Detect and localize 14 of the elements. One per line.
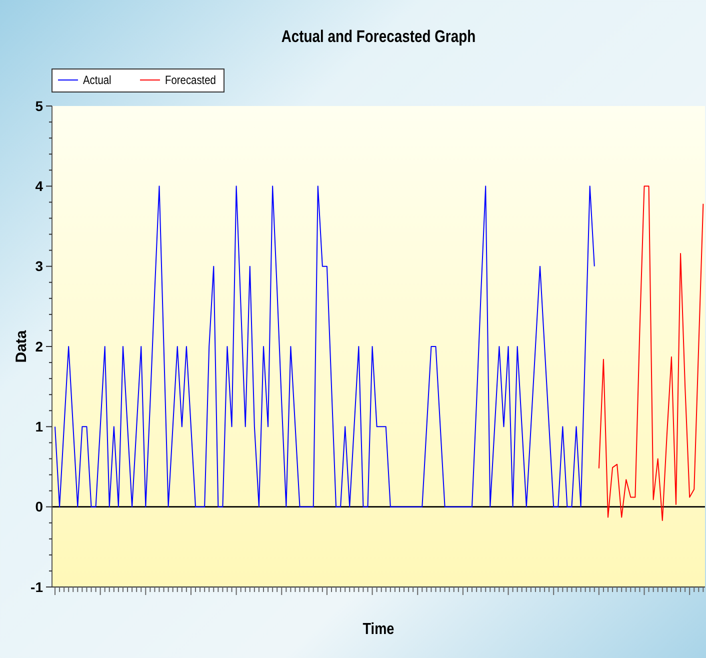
legend-label: Forecasted: [165, 74, 216, 88]
y-tick-label: -1: [30, 578, 44, 595]
legend-label: Actual: [83, 74, 112, 88]
chart-title: Actual and Forecasted Graph: [281, 28, 476, 46]
y-tick-label: 4: [35, 178, 44, 194]
y-tick-label: 5: [35, 98, 44, 114]
y-tick-label: 3: [35, 258, 44, 274]
y-axis-title: Data: [13, 330, 30, 363]
y-tick-label: 1: [35, 418, 44, 435]
x-axis-title: Time: [362, 621, 394, 638]
y-tick-label: 0: [35, 498, 44, 515]
line-series: [598, 186, 704, 521]
line-series: [54, 186, 595, 508]
y-tick-label: 2: [35, 338, 44, 354]
